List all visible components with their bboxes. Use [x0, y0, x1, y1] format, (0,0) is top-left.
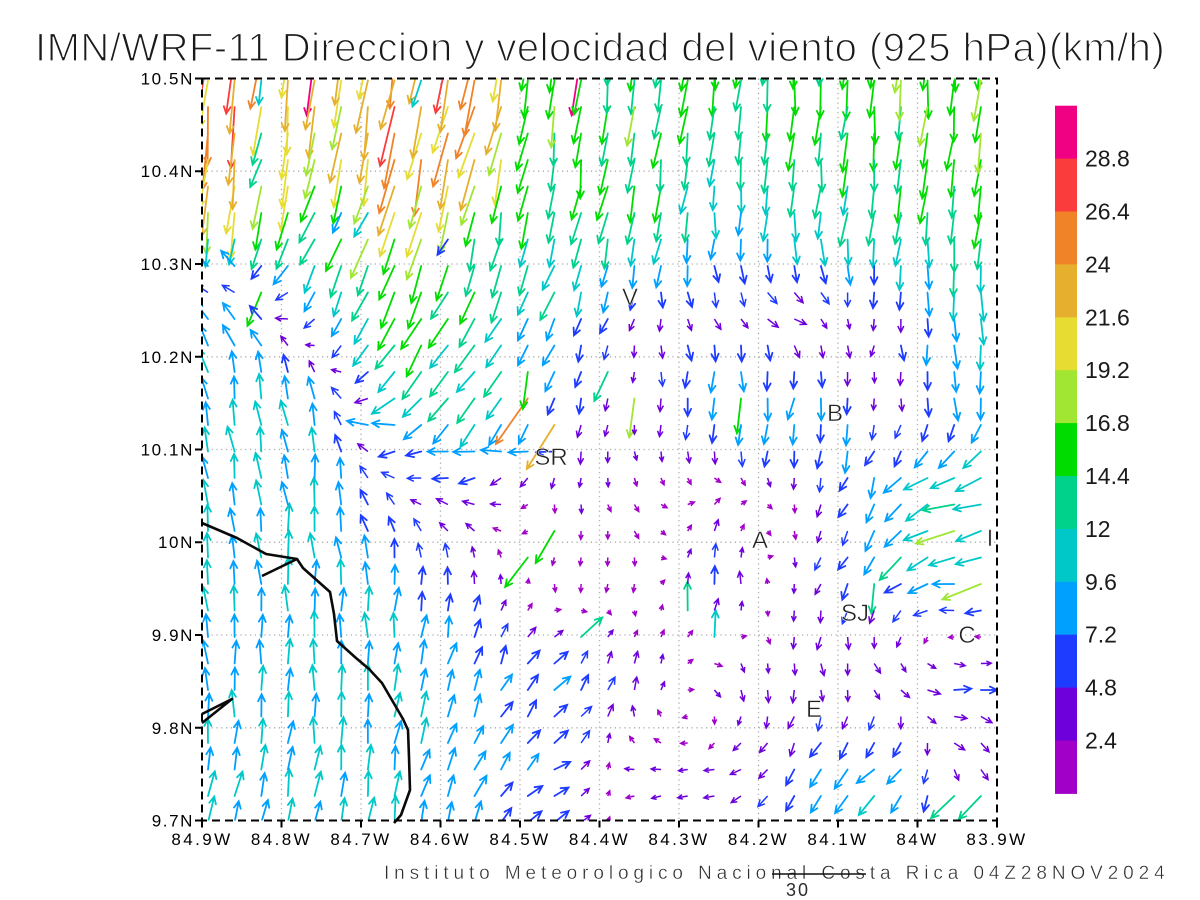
svg-text:9.8N: 9.8N	[152, 719, 194, 738]
svg-text:84.9W: 84.9W	[171, 830, 232, 849]
svg-text:84.8W: 84.8W	[251, 830, 312, 849]
svg-text:9.6: 9.6	[1085, 569, 1117, 595]
svg-text:SJ: SJ	[841, 600, 869, 627]
svg-text:SR: SR	[534, 444, 567, 471]
svg-text:10.2N: 10.2N	[141, 348, 194, 367]
svg-text:84.4W: 84.4W	[569, 830, 630, 849]
svg-text:C: C	[958, 622, 975, 649]
svg-text:E: E	[806, 696, 822, 723]
svg-text:24: 24	[1085, 251, 1111, 277]
svg-text:I: I	[987, 525, 994, 552]
svg-text:A: A	[752, 527, 768, 554]
svg-text:19.2: 19.2	[1085, 357, 1130, 383]
svg-text:84.6W: 84.6W	[410, 830, 471, 849]
svg-text:10.3N: 10.3N	[141, 255, 194, 274]
svg-text:9.7N: 9.7N	[152, 812, 194, 831]
svg-text:28.8: 28.8	[1085, 146, 1130, 172]
svg-text:84.5W: 84.5W	[489, 830, 550, 849]
svg-text:4.8: 4.8	[1085, 675, 1117, 701]
svg-text:84.1W: 84.1W	[807, 830, 868, 849]
svg-text:IMN/WRF-11 Direccion y velocid: IMN/WRF-11 Direccion y velocidad del vie…	[35, 26, 1165, 70]
svg-text:84W: 84W	[896, 830, 938, 849]
svg-text:84.3W: 84.3W	[648, 830, 709, 849]
svg-text:30: 30	[786, 880, 810, 900]
svg-text:21.6: 21.6	[1085, 304, 1130, 330]
svg-text:10.5N: 10.5N	[141, 70, 194, 89]
svg-text:2.4: 2.4	[1085, 728, 1117, 754]
svg-text:10N: 10N	[158, 533, 194, 552]
svg-text:12: 12	[1085, 516, 1111, 542]
svg-text:84.7W: 84.7W	[330, 830, 391, 849]
svg-text:84.2W: 84.2W	[728, 830, 789, 849]
svg-text:26.4: 26.4	[1085, 199, 1130, 225]
svg-text:14.4: 14.4	[1085, 463, 1130, 489]
svg-text:V: V	[622, 284, 638, 311]
svg-text:16.8: 16.8	[1085, 410, 1130, 436]
svg-text:10.4N: 10.4N	[141, 162, 194, 181]
svg-text:B: B	[827, 400, 843, 427]
svg-text:10.1N: 10.1N	[141, 441, 194, 460]
svg-text:83.9W: 83.9W	[966, 830, 1027, 849]
svg-text:9.9N: 9.9N	[152, 626, 194, 645]
svg-text:7.2: 7.2	[1085, 622, 1117, 648]
